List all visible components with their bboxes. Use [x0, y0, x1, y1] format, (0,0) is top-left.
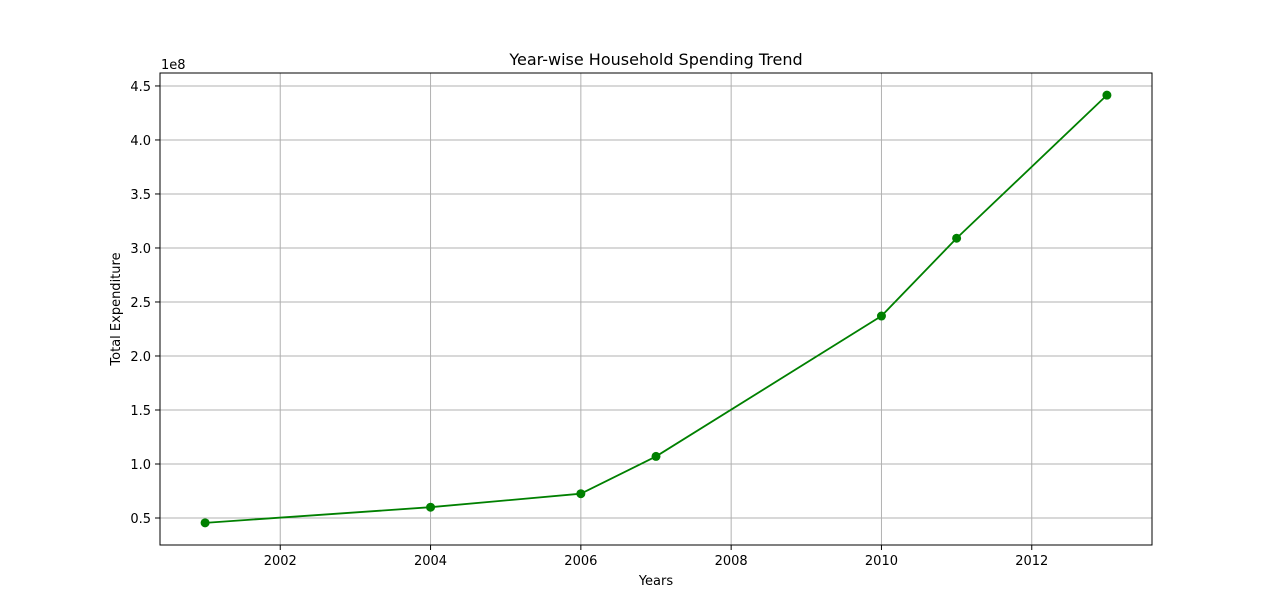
y-tick-label: 4.5 — [130, 80, 151, 95]
y-axis-title: Total Expenditure — [109, 252, 124, 366]
data-point-marker — [876, 311, 886, 321]
x-axis-title: Years — [638, 574, 674, 589]
x-tick-label: 2010 — [865, 554, 898, 569]
x-tick-label: 2004 — [414, 554, 447, 569]
data-point-marker — [952, 233, 962, 243]
x-tick-label: 2012 — [1015, 554, 1048, 569]
data-point-marker — [426, 502, 436, 512]
x-tick-label: 2008 — [715, 554, 748, 569]
y-axis-offset-label: 1e8 — [161, 58, 186, 73]
y-tick-label: 1.5 — [130, 404, 151, 419]
y-tick-label: 0.5 — [130, 512, 151, 527]
x-tick-label: 2006 — [564, 554, 597, 569]
x-axis-ticks: 2002 2004 2006 2008 2010 2012 — [264, 545, 1048, 569]
y-tick-label: 2.0 — [130, 350, 151, 365]
y-tick-label: 3.0 — [130, 242, 151, 257]
grid-lines — [160, 73, 1152, 545]
y-tick-label: 1.0 — [130, 458, 151, 473]
chart-title: Year-wise Household Spending Trend — [508, 50, 802, 69]
y-tick-label: 4.0 — [130, 134, 151, 149]
y-tick-label: 2.5 — [130, 296, 151, 311]
data-point-marker — [576, 489, 586, 499]
data-point-marker — [651, 451, 661, 461]
data-point-marker — [200, 518, 210, 528]
data-point-marker — [1102, 90, 1112, 100]
plot-area-frame — [159, 72, 1153, 546]
data-series — [200, 90, 1112, 528]
y-axis-ticks: 0.5 1.0 1.5 2.0 2.5 3.0 3.5 4.0 4.5 — [130, 80, 160, 527]
y-tick-label: 3.5 — [130, 188, 151, 203]
x-tick-label: 2002 — [264, 554, 297, 569]
